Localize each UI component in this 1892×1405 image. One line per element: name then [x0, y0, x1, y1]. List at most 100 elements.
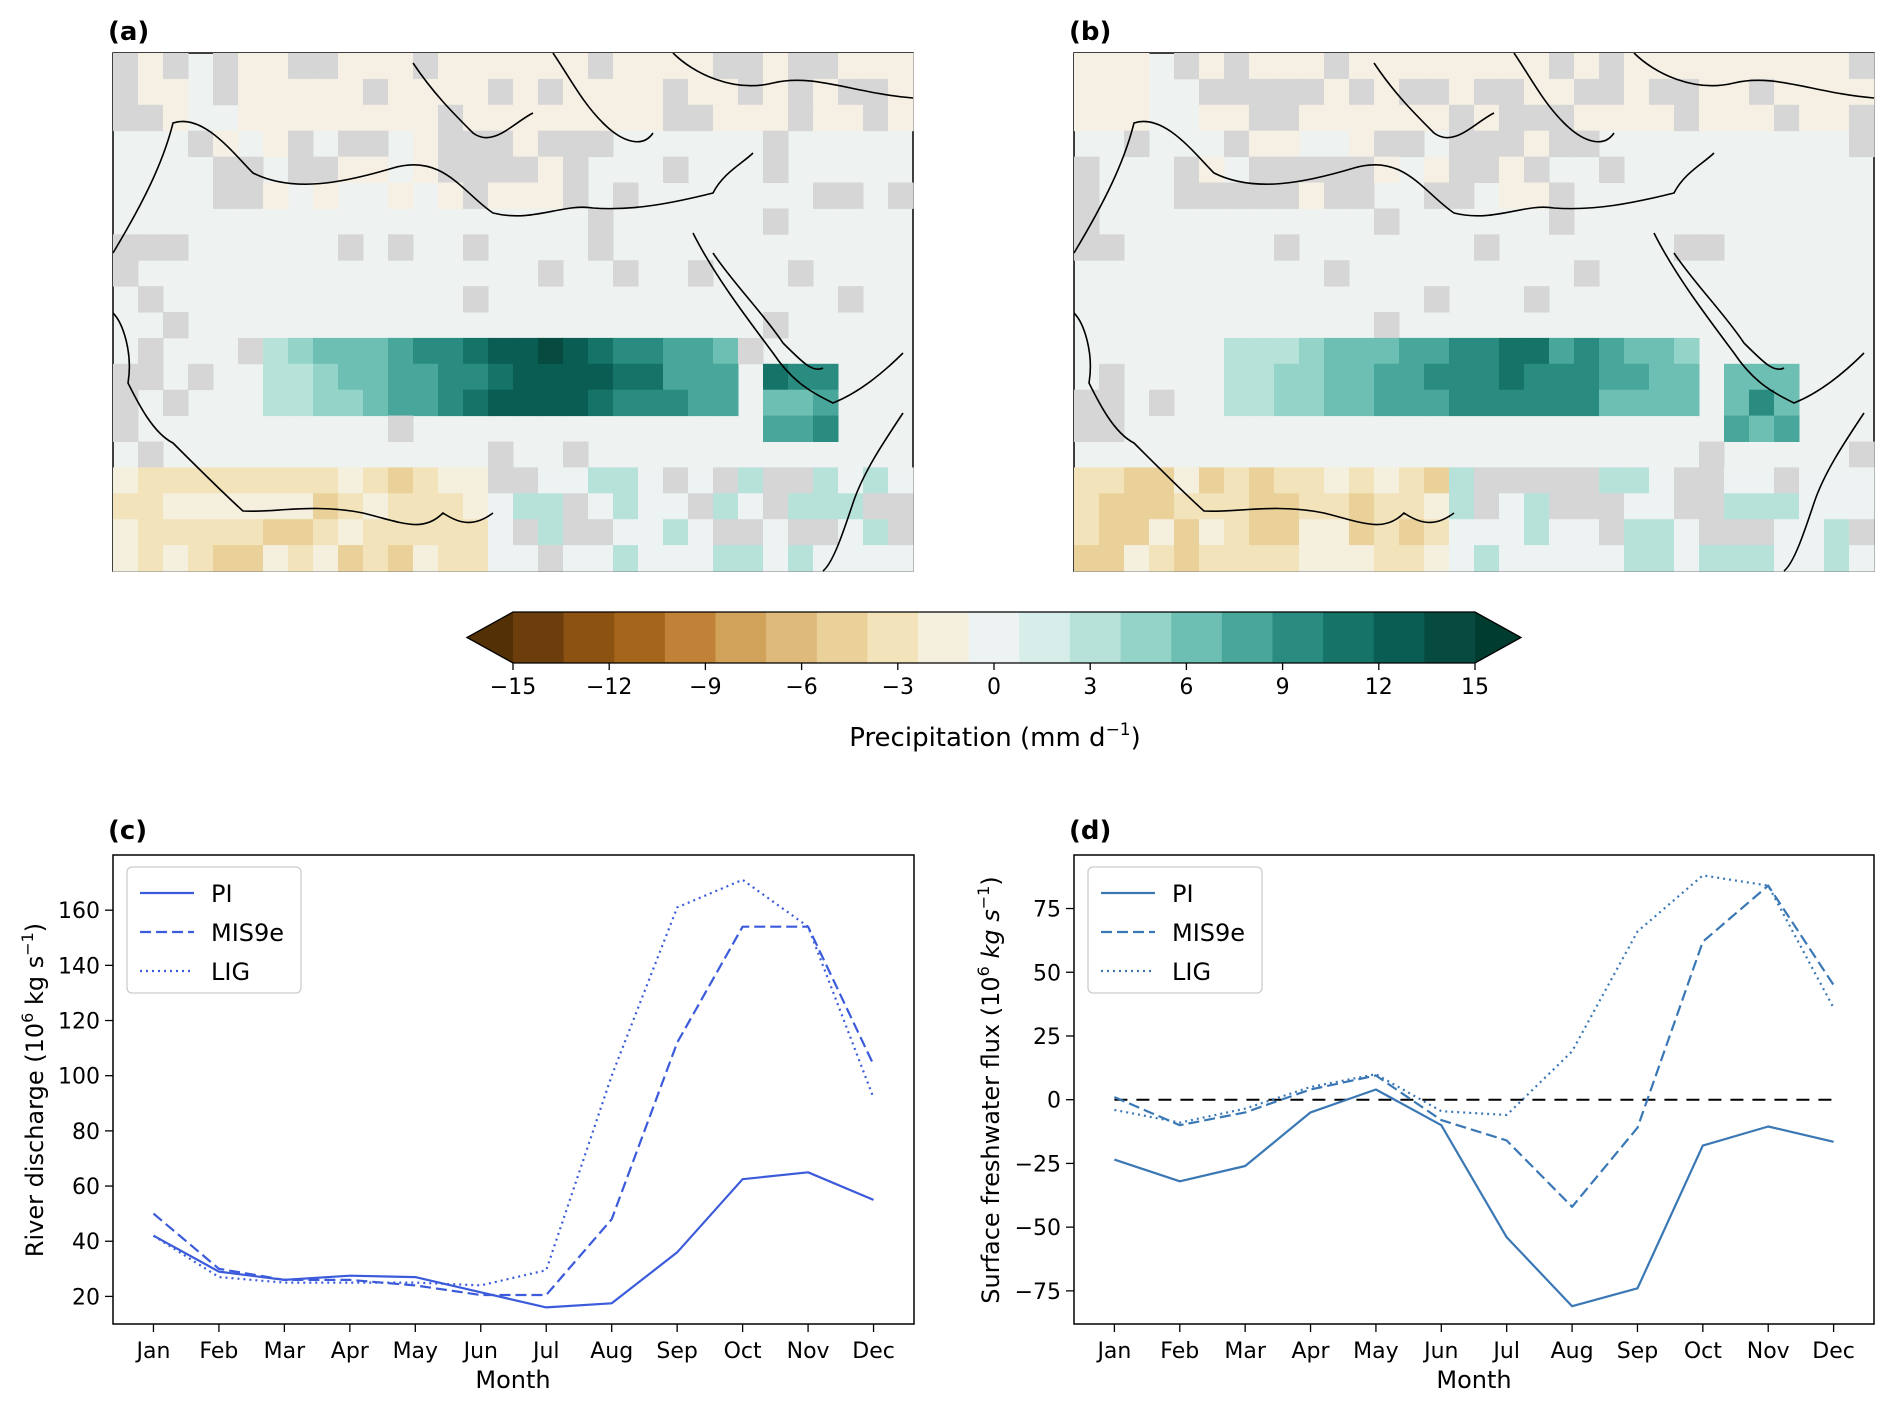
- x-tick-label: Feb: [199, 1339, 238, 1364]
- map-grid-cell: [838, 286, 864, 313]
- map-grid-cell: [713, 337, 739, 365]
- map-grid-cell: [1199, 182, 1225, 209]
- map-grid-cell: [1649, 53, 1675, 80]
- map-grid-cell: [1474, 363, 1500, 391]
- map-grid-cell: [1224, 78, 1250, 106]
- map-grid-cell: [1124, 53, 1150, 80]
- map-grid-cell: [388, 78, 414, 106]
- map-grid-cell: [1224, 130, 1250, 158]
- colorbar-swatch: [1171, 612, 1223, 663]
- map-grid-cell: [1249, 389, 1275, 417]
- map-grid-cell: [338, 389, 364, 417]
- map-grid-cell: [1799, 545, 1825, 572]
- map-grid-cell: [563, 493, 589, 520]
- map-grid-cell: [1774, 519, 1800, 546]
- map-grid-cell: [1774, 104, 1800, 132]
- map-grid-cell: [413, 389, 439, 417]
- map-grid-cell: [613, 260, 639, 287]
- map-grid-cell: [1099, 519, 1125, 546]
- map-grid-cell: [1799, 78, 1825, 106]
- map-grid-cell: [463, 78, 489, 106]
- colorbar-swatch: [1069, 612, 1122, 663]
- map-grid-cell: [1674, 467, 1700, 494]
- map-grid-cell: [363, 337, 389, 365]
- map-grid-cell: [613, 467, 639, 494]
- map-grid-cell: [1349, 493, 1375, 520]
- map-grid-cell: [138, 234, 164, 261]
- colorbar-swatch: [968, 612, 1020, 663]
- map-grid-cell: [1599, 104, 1625, 132]
- map-grid-cell: [413, 337, 439, 365]
- map-grid-cell: [1399, 467, 1425, 494]
- map-grid-cell: [238, 182, 264, 209]
- colorbar-label: Precipitation (mm d−1): [849, 720, 1141, 753]
- map-grid-cell: [113, 493, 139, 520]
- map-grid-cell: [663, 389, 689, 417]
- map-grid-cell: [588, 130, 614, 158]
- map-grid-cell: [1799, 53, 1825, 80]
- map-grid-cell: [1649, 389, 1675, 417]
- colorbar-tick-label: −12: [586, 675, 632, 700]
- map-grid-cell: [1499, 78, 1525, 106]
- x-tick-label: Oct: [724, 1339, 762, 1364]
- map-grid-cell: [1699, 234, 1725, 261]
- map-grid-cell: [1324, 182, 1350, 209]
- map-grid-cell: [338, 467, 364, 494]
- map-grid-cell: [763, 519, 789, 546]
- map-grid-cell: [1449, 337, 1475, 365]
- map-grid-cell: [488, 78, 514, 106]
- map-grid-cell: [138, 519, 164, 546]
- map-grid-cell: [1374, 337, 1400, 365]
- colorbar: −15 −12 −9 −6 −3 0 3 6 9 12 15 Precipitation (mm d…: [465, 611, 1523, 753]
- map-grid-cell: [1499, 182, 1525, 209]
- map-grid-cell: [188, 519, 214, 546]
- map-grid-cell: [488, 130, 514, 158]
- map-grid-cell: [1274, 467, 1300, 494]
- x-tick-label: Apr: [1292, 1339, 1331, 1364]
- map-grid-cell: [1199, 519, 1225, 546]
- map-grid-cell: [663, 545, 689, 572]
- map-grid-cell: [138, 337, 164, 365]
- map-grid-cell: [463, 337, 489, 365]
- map-grid-cell: [1524, 493, 1550, 520]
- map-grid-cell: [638, 493, 664, 520]
- map-grid-cell: [1499, 493, 1525, 520]
- colorbar-extend-low: [467, 612, 513, 663]
- map-grid-cell: [1549, 130, 1575, 158]
- map-grid-cell: [1549, 493, 1575, 520]
- map-grid-cell: [1249, 182, 1275, 209]
- chart-c-xlabel: Month: [475, 1366, 550, 1394]
- map-grid-cell: [313, 363, 339, 391]
- map-grid-cell: [1324, 104, 1350, 132]
- map-grid-cell: [438, 467, 464, 494]
- map-grid-cell: [438, 363, 464, 391]
- map-grid-cell: [688, 493, 714, 520]
- map-grid-cell: [1549, 53, 1575, 80]
- map-grid-cell: [438, 493, 464, 520]
- map-grid-cell: [113, 363, 139, 391]
- map-grid-cell: [1224, 182, 1250, 209]
- map-grid-cell: [1574, 78, 1600, 106]
- map-grid-cell: [1499, 519, 1525, 546]
- map-grid-cell: [1299, 389, 1325, 417]
- map-grid-cell: [1699, 467, 1725, 494]
- map-grid-cell: [788, 104, 814, 132]
- map-grid-cell: [1474, 130, 1500, 158]
- map-grid-cell: [1474, 467, 1500, 494]
- map-grid-cell: [463, 53, 489, 80]
- map-grid-cell: [1249, 493, 1275, 520]
- map-grid-cell: [1749, 53, 1775, 80]
- map-grid-cell: [1324, 53, 1350, 80]
- map-grid-cell: [313, 467, 339, 494]
- map-grid-cell: [1274, 519, 1300, 546]
- map-grid-cell: [1249, 545, 1275, 572]
- map-grid-cell: [1199, 493, 1225, 520]
- x-tick-label: Jun: [1422, 1339, 1458, 1364]
- map-grid-cell: [813, 415, 839, 442]
- map-grid-cell: [213, 156, 239, 183]
- map-grid-cell: [1224, 104, 1250, 132]
- map-grid-cell: [638, 363, 664, 391]
- colorbar-swatch: [1120, 612, 1172, 663]
- map-grid-cell: [238, 337, 264, 365]
- map-grid-cell: [238, 78, 264, 106]
